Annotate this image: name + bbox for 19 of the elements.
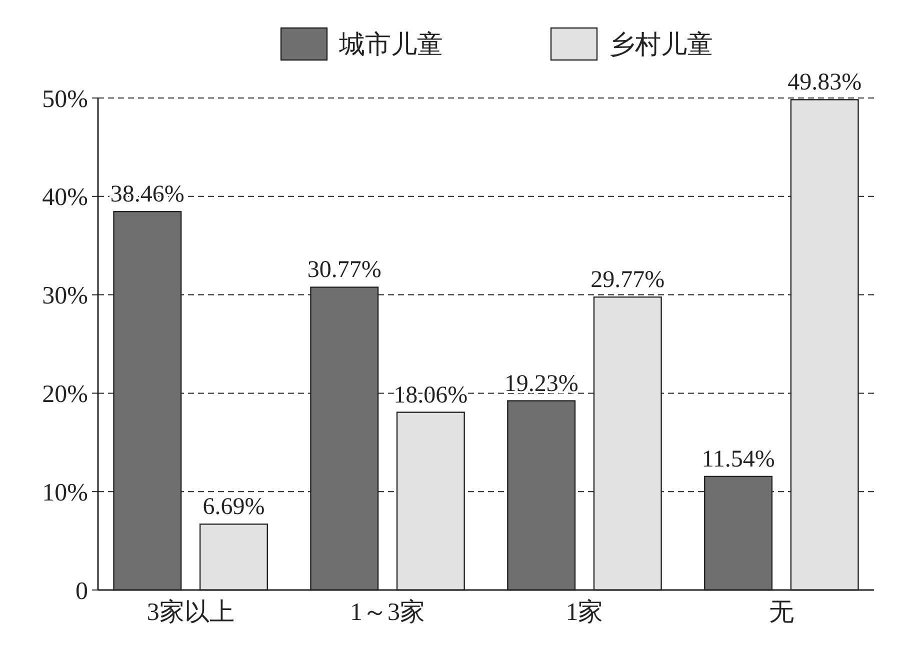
- data-label: 19.23%: [504, 370, 578, 397]
- y-tick-label: 10%: [42, 479, 88, 506]
- data-label: 49.83%: [788, 70, 862, 96]
- x-tick-label: 无: [768, 599, 794, 626]
- legend-label: 城市儿童: [338, 30, 443, 60]
- legend-label: 乡村儿童: [609, 30, 713, 60]
- y-tick-label: 40%: [42, 184, 88, 212]
- y-tick-label: 0: [76, 578, 88, 605]
- data-label: 11.54%: [702, 446, 775, 472]
- x-tick-label: 1～3家: [350, 598, 426, 626]
- data-label: 6.69%: [202, 494, 265, 520]
- data-label: 30.77%: [307, 257, 382, 284]
- y-tick-label: 30%: [42, 282, 88, 310]
- x-tick-label: 1家: [566, 598, 604, 626]
- y-tick-label: 50%: [42, 86, 88, 113]
- data-label: 18.06%: [394, 382, 468, 408]
- x-tick-label: 3家以上: [146, 598, 234, 626]
- y-tick-label: 20%: [42, 380, 88, 408]
- data-label: 29.77%: [590, 267, 665, 294]
